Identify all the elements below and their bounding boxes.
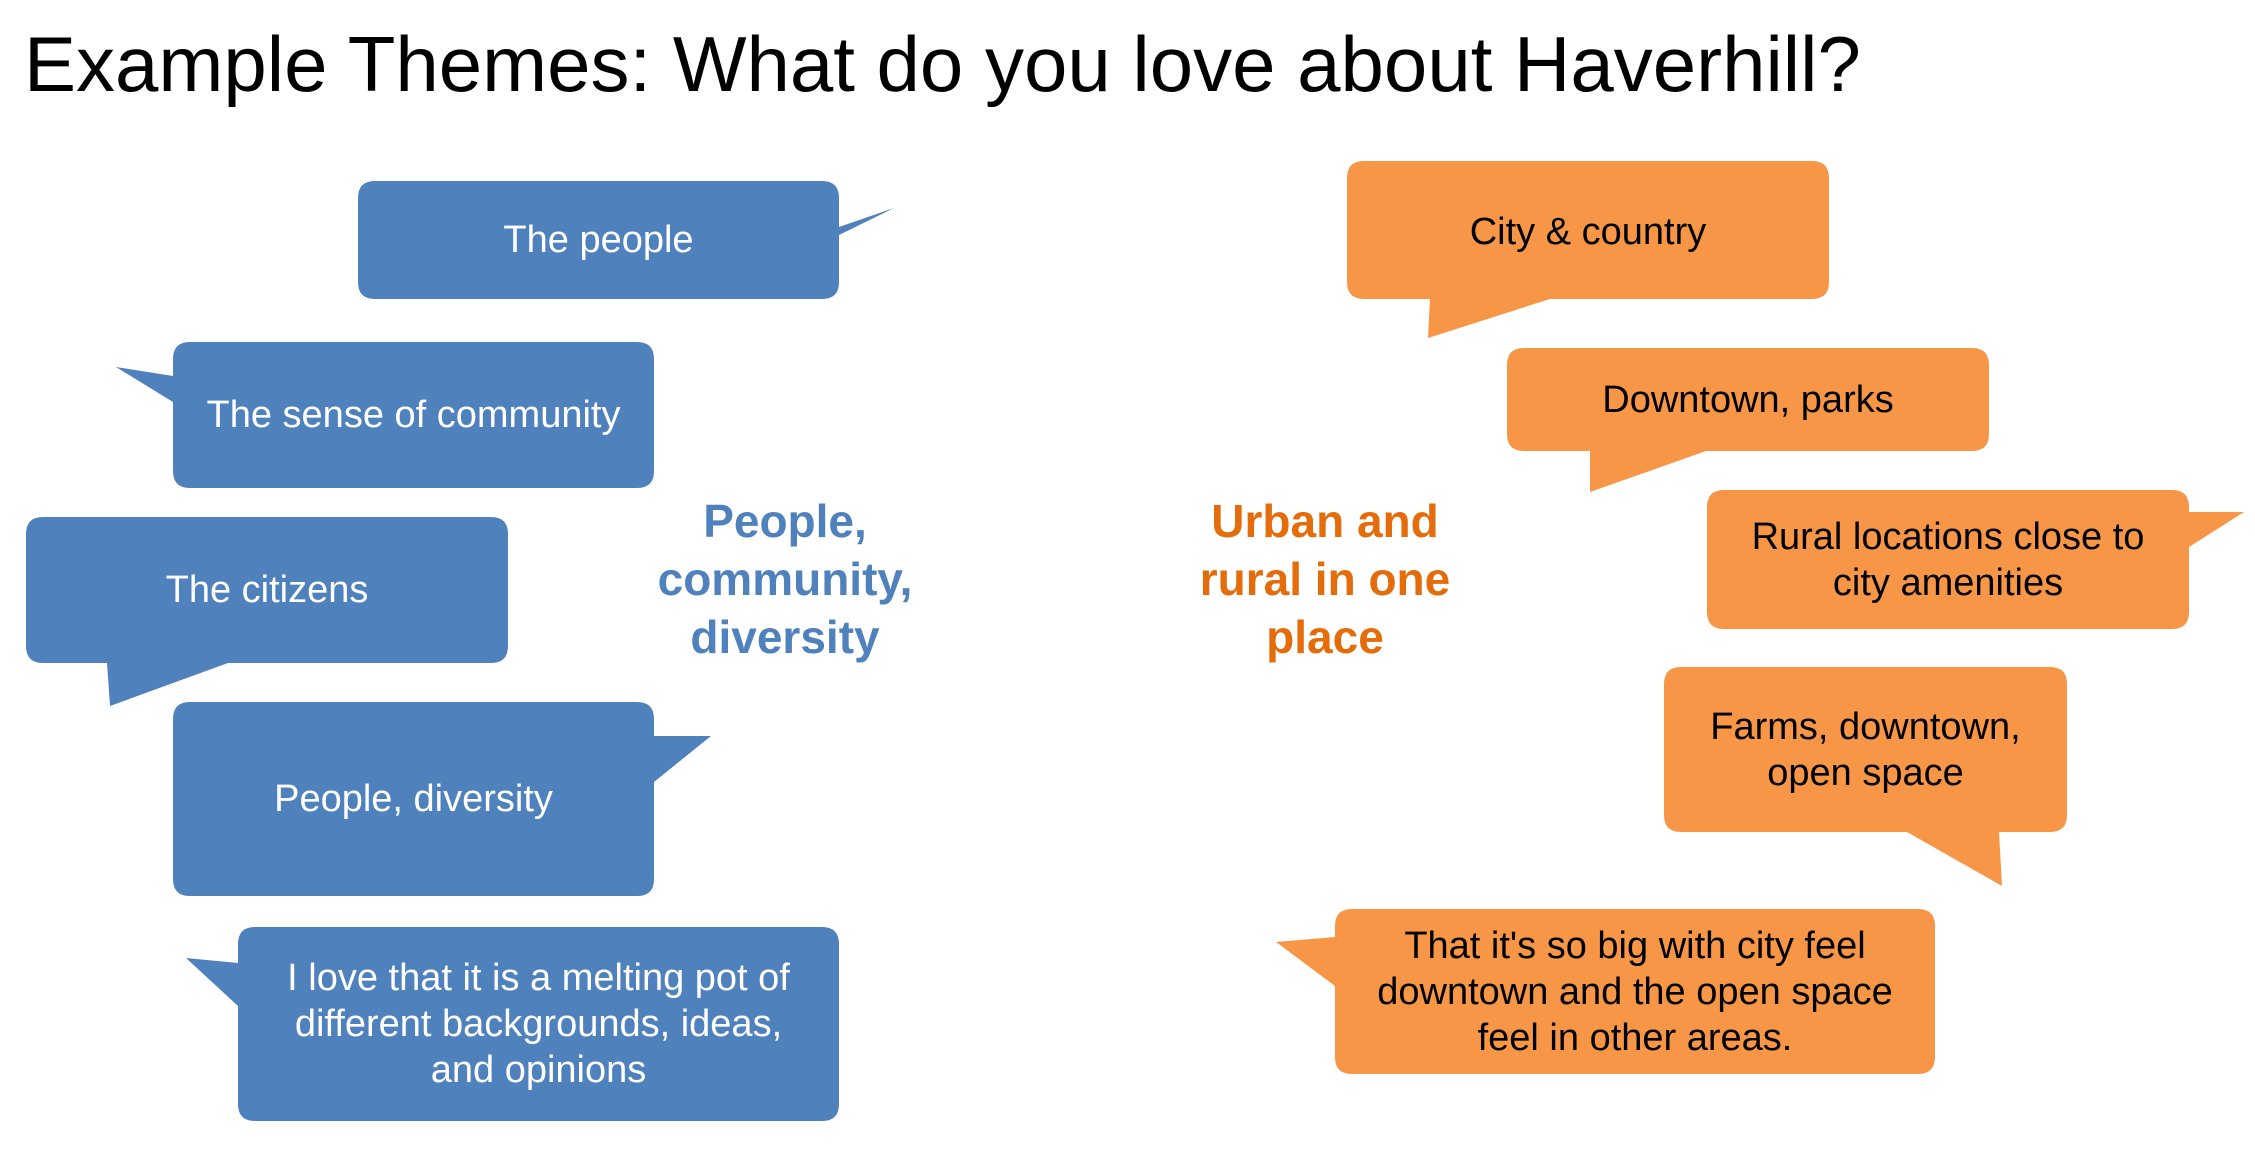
bubble-text-city-country: City & country bbox=[1469, 211, 1707, 253]
bubble-text-melting-pot: I love that it is a melting pot of diffe… bbox=[287, 957, 790, 1091]
speech-bubble-the-citizens bbox=[26, 517, 508, 706]
speech-bubble-farms-downtown bbox=[1664, 667, 2067, 886]
speech-bubble-the-people bbox=[358, 181, 894, 299]
bubble-text-big-city-feel: That it's so big with city feel downtown… bbox=[1377, 924, 1893, 1059]
speech-bubble-people-diversity bbox=[173, 702, 711, 896]
speech-bubble-sense-of-community bbox=[116, 342, 654, 488]
bubble-text-people-diversity: People, diversity bbox=[274, 778, 553, 820]
speech-bubble-big-city-feel bbox=[1276, 909, 1935, 1074]
slide-title: Example Themes: What do you love about H… bbox=[24, 20, 1861, 108]
speech-bubble-city-country bbox=[1347, 161, 1829, 338]
bubble-text-the-people: The people bbox=[503, 219, 694, 261]
bubble-text-the-citizens: The citizens bbox=[165, 569, 369, 611]
theme-label-people-community-diversity: People, community, diversity bbox=[657, 495, 913, 663]
speech-bubble-rural-locations bbox=[1707, 490, 2244, 629]
bubble-text-farms-downtown: Farms, downtown, open space bbox=[1710, 705, 2021, 794]
speech-bubble-downtown-parks bbox=[1507, 348, 1989, 492]
bubble-text-rural-locations: Rural locations close to city amenities bbox=[1751, 515, 2145, 604]
bubble-text-downtown-parks: Downtown, parks bbox=[1602, 378, 1894, 421]
theme-label-urban-rural: Urban and rural in one place bbox=[1199, 495, 1451, 663]
speech-bubble-melting-pot bbox=[186, 927, 839, 1121]
bubble-text-sense-of-community: The sense of community bbox=[206, 394, 621, 436]
